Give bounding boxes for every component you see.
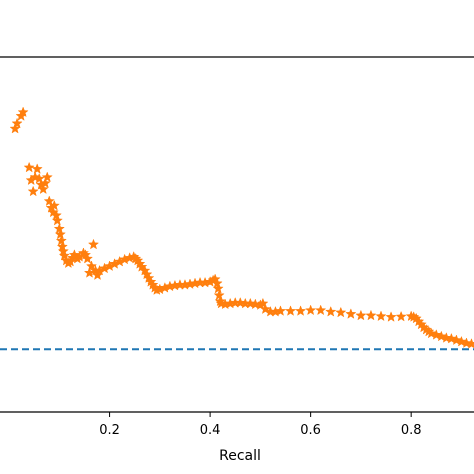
precision-star-marker xyxy=(408,311,420,322)
precision-star-marker xyxy=(43,195,55,207)
precision-star-marker xyxy=(81,252,94,264)
precision-star-marker xyxy=(17,106,29,118)
precision-star-marker xyxy=(257,297,269,309)
marker-layer xyxy=(9,106,474,349)
x-axis-label: Recall xyxy=(219,448,261,464)
precision-star-marker xyxy=(54,228,66,240)
precision-star-marker xyxy=(213,289,225,301)
precision-star-marker xyxy=(445,332,458,344)
precision-star-marker xyxy=(23,161,35,173)
precision-star-marker xyxy=(51,214,63,226)
precision-star-marker xyxy=(355,309,367,321)
precision-star-marker xyxy=(450,334,463,346)
precision-star-marker xyxy=(465,338,474,349)
precision-star-marker xyxy=(212,282,224,294)
precision-star-marker xyxy=(37,183,49,195)
precision-star-marker xyxy=(425,327,437,339)
precision-star-marker xyxy=(27,185,39,197)
precision-star-marker xyxy=(365,309,377,321)
precision-star-marker xyxy=(39,177,51,189)
precision-star-marker xyxy=(385,311,397,322)
precision-star-marker xyxy=(11,117,23,129)
precision-star-marker xyxy=(375,310,387,322)
precision-star-marker xyxy=(315,304,327,316)
precision-star-marker xyxy=(55,234,67,246)
precision-star-marker xyxy=(345,308,357,319)
x-tick-label: 0.4 xyxy=(200,423,221,438)
precision-star-marker xyxy=(48,199,60,211)
precision-star-marker xyxy=(335,306,347,318)
precision-star-marker xyxy=(305,304,317,316)
precision-star-marker xyxy=(325,305,337,317)
precision-star-marker xyxy=(284,305,297,316)
precision-star-marker xyxy=(395,310,407,322)
precision-star-marker xyxy=(259,303,272,315)
x-tick-label: 0.2 xyxy=(99,423,120,438)
precision-star-marker xyxy=(87,238,100,250)
precision-star-marker xyxy=(85,260,98,272)
precision-star-marker xyxy=(53,222,65,234)
precision-star-marker xyxy=(58,249,70,261)
precision-star-marker xyxy=(455,335,468,347)
x-tick-label: 0.8 xyxy=(401,423,422,438)
plot-frame xyxy=(0,56,474,413)
precision-star-marker xyxy=(430,329,442,340)
precision-star-marker xyxy=(274,305,287,316)
precision-star-marker xyxy=(31,163,43,174)
x-axis-ticks: 0.2 0.4 0.6 0.8 xyxy=(99,412,422,438)
precision-star-marker xyxy=(294,305,307,316)
precision-star-marker xyxy=(33,172,45,184)
precision-star-marker xyxy=(435,330,447,342)
x-tick-label: 0.6 xyxy=(300,423,321,438)
precision-star-marker xyxy=(41,171,53,183)
